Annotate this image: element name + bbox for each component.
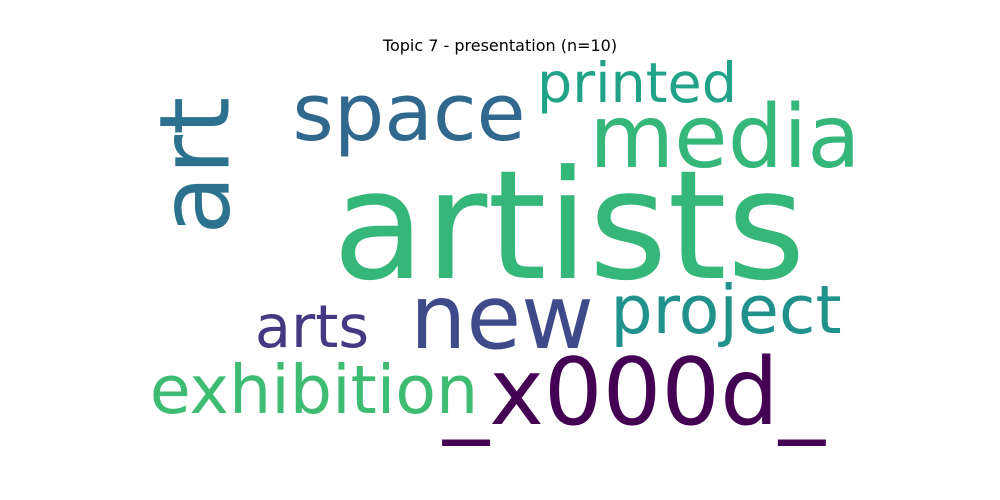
- word-exhibition-label: exhibition: [149, 350, 479, 429]
- word-new-label: new: [410, 265, 594, 370]
- word-space-label: space: [292, 66, 526, 160]
- word-art-label: art: [138, 97, 252, 235]
- word-x000d-label: _x000d_: [443, 337, 825, 446]
- word-printed-label: printed: [537, 51, 737, 117]
- word-artists-label: artists: [332, 138, 806, 315]
- word-project-label: project: [610, 270, 842, 349]
- chart-title: Topic 7 - presentation (n=10): [382, 36, 618, 55]
- word-arts-label: arts: [254, 291, 370, 361]
- word-media-label: media: [589, 86, 861, 189]
